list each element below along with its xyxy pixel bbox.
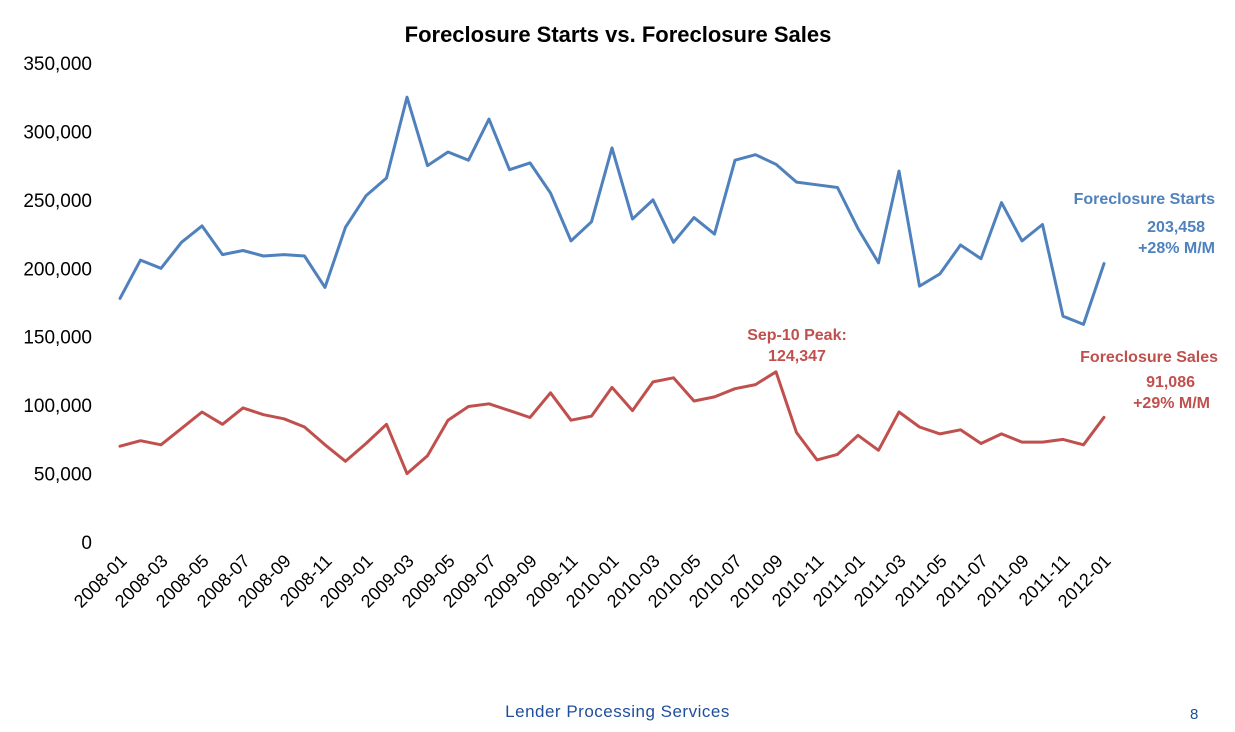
y-tick-label: 150,000 (23, 328, 92, 349)
peak-label: Sep-10 Peak: (747, 327, 847, 344)
series-line-foreclosure-sales (118, 370, 1106, 476)
starts-change: +28% M/M (1138, 240, 1215, 257)
y-axis-ticks: 0 50,000 100,000 150,000 200,000 250,000 300,0… (23, 54, 92, 554)
peak-value: 124,347 (768, 348, 826, 365)
starts-value: 203,458 (1147, 219, 1205, 236)
sales-annotation: Foreclosure Sales 91,086 +29% M/M (1080, 349, 1218, 412)
y-tick-label: 50,000 (34, 465, 92, 486)
chart-title: Foreclosure Starts vs. Foreclosure Sales (405, 22, 832, 47)
starts-annotation: Foreclosure Starts 203,458 +28% M/M (1074, 191, 1215, 257)
y-tick-label: 300,000 (23, 122, 92, 143)
y-tick-label: 200,000 (23, 259, 92, 280)
sales-label: Foreclosure Sales (1080, 349, 1218, 366)
y-tick-label: 350,000 (23, 54, 92, 75)
series-line-foreclosure-starts (118, 95, 1106, 326)
x-axis-ticks: 2008-012008-032008-052008-072008-092008-… (70, 551, 1115, 612)
y-tick-label: 0 (81, 533, 92, 554)
footer-company: Lender Processing Services (505, 702, 730, 721)
line-chart: Foreclosure Starts vs. Foreclosure Sales… (23, 22, 1218, 612)
sales-change: +29% M/M (1133, 395, 1210, 412)
sales-value: 91,086 (1146, 374, 1195, 391)
y-tick-label: 100,000 (23, 396, 92, 417)
y-tick-label: 250,000 (23, 191, 92, 212)
starts-label: Foreclosure Starts (1074, 191, 1215, 208)
series-layer (118, 95, 1106, 476)
peak-annotation: Sep-10 Peak: 124,347 (747, 327, 847, 365)
page-number: 8 (1190, 706, 1199, 723)
